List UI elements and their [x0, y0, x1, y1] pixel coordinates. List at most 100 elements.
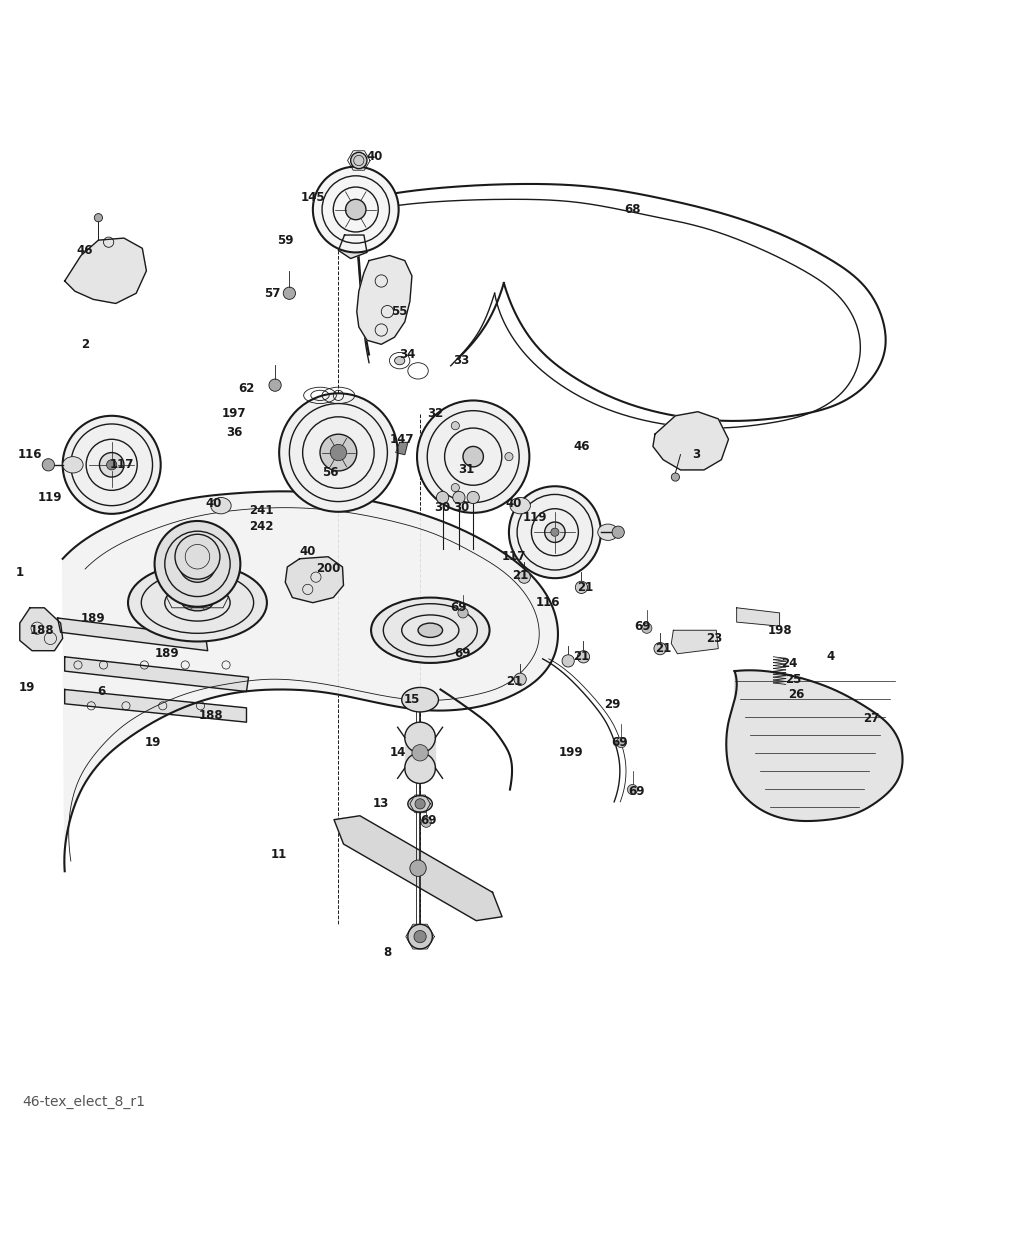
Text: 189: 189 — [81, 612, 105, 624]
Polygon shape — [338, 235, 367, 258]
Circle shape — [155, 522, 241, 607]
Circle shape — [62, 415, 161, 514]
Circle shape — [642, 623, 652, 633]
Text: 8: 8 — [383, 947, 391, 959]
Text: 4: 4 — [826, 650, 835, 664]
Circle shape — [509, 486, 601, 578]
Text: 199: 199 — [559, 747, 584, 759]
Ellipse shape — [104, 445, 150, 486]
Polygon shape — [334, 816, 502, 921]
Circle shape — [313, 167, 398, 252]
Circle shape — [404, 753, 435, 784]
Circle shape — [545, 522, 565, 543]
Text: 147: 147 — [389, 433, 414, 446]
Text: 57: 57 — [264, 287, 281, 300]
Circle shape — [280, 393, 397, 512]
Text: 69: 69 — [451, 601, 467, 614]
Circle shape — [269, 379, 282, 392]
Circle shape — [616, 738, 627, 748]
Text: 3: 3 — [692, 449, 699, 461]
Polygon shape — [356, 256, 412, 345]
Text: 62: 62 — [239, 382, 255, 394]
Text: 33: 33 — [453, 355, 469, 367]
Text: 19: 19 — [144, 737, 161, 749]
Circle shape — [417, 400, 529, 513]
Polygon shape — [404, 738, 435, 768]
Circle shape — [505, 452, 513, 461]
Text: 241: 241 — [250, 504, 274, 518]
Polygon shape — [65, 239, 146, 304]
Text: 145: 145 — [301, 190, 326, 204]
Text: 119: 119 — [38, 491, 62, 504]
Text: 26: 26 — [787, 688, 804, 701]
Text: 32: 32 — [427, 407, 443, 420]
Circle shape — [453, 492, 465, 503]
Circle shape — [672, 473, 680, 481]
Circle shape — [421, 817, 431, 827]
Text: 55: 55 — [391, 305, 408, 318]
Text: 69: 69 — [420, 813, 436, 827]
Text: 40: 40 — [206, 497, 222, 510]
Polygon shape — [726, 671, 902, 821]
Text: 29: 29 — [604, 698, 621, 711]
Polygon shape — [65, 656, 249, 691]
Circle shape — [463, 446, 483, 467]
Circle shape — [412, 744, 428, 761]
Polygon shape — [736, 608, 779, 627]
Circle shape — [436, 492, 449, 503]
Circle shape — [106, 460, 117, 470]
Text: 69: 69 — [455, 648, 471, 660]
Circle shape — [518, 571, 530, 583]
Text: 117: 117 — [110, 459, 134, 471]
Circle shape — [458, 608, 468, 618]
Text: 188: 188 — [199, 708, 223, 722]
Circle shape — [99, 452, 124, 477]
Circle shape — [628, 785, 638, 795]
Text: 40: 40 — [506, 497, 522, 510]
Circle shape — [467, 492, 479, 503]
Text: 198: 198 — [767, 624, 792, 637]
Circle shape — [654, 643, 667, 655]
Polygon shape — [167, 572, 228, 608]
Text: 40: 40 — [300, 545, 316, 559]
Text: 46: 46 — [573, 440, 590, 452]
Circle shape — [330, 445, 346, 461]
Polygon shape — [62, 492, 558, 871]
Polygon shape — [57, 618, 208, 650]
Circle shape — [562, 655, 574, 667]
Text: 59: 59 — [278, 234, 294, 247]
Circle shape — [415, 798, 425, 810]
Text: 189: 189 — [155, 648, 179, 660]
Circle shape — [284, 287, 296, 299]
Circle shape — [189, 556, 206, 572]
Text: 21: 21 — [512, 569, 528, 582]
Text: 27: 27 — [863, 712, 880, 724]
Ellipse shape — [128, 564, 267, 641]
Ellipse shape — [517, 512, 562, 552]
Text: 116: 116 — [536, 596, 560, 609]
Ellipse shape — [394, 356, 404, 365]
Text: 34: 34 — [399, 349, 416, 361]
Ellipse shape — [510, 498, 530, 514]
Polygon shape — [672, 630, 718, 654]
Text: 21: 21 — [578, 581, 594, 593]
Text: 21: 21 — [506, 675, 522, 687]
Text: 117: 117 — [502, 550, 526, 564]
Circle shape — [350, 152, 367, 168]
Circle shape — [410, 860, 426, 876]
Text: 6: 6 — [97, 685, 105, 698]
Text: 242: 242 — [250, 519, 274, 533]
Text: 14: 14 — [389, 747, 406, 759]
Text: 24: 24 — [781, 658, 798, 670]
Text: 40: 40 — [366, 150, 382, 163]
Ellipse shape — [182, 595, 213, 611]
Text: 69: 69 — [629, 785, 645, 798]
Ellipse shape — [598, 524, 618, 540]
Text: 21: 21 — [655, 643, 672, 655]
Text: 69: 69 — [635, 619, 651, 633]
Circle shape — [612, 527, 625, 539]
Ellipse shape — [401, 687, 438, 712]
Text: 30: 30 — [434, 502, 451, 514]
Circle shape — [175, 534, 220, 580]
Circle shape — [452, 421, 460, 430]
